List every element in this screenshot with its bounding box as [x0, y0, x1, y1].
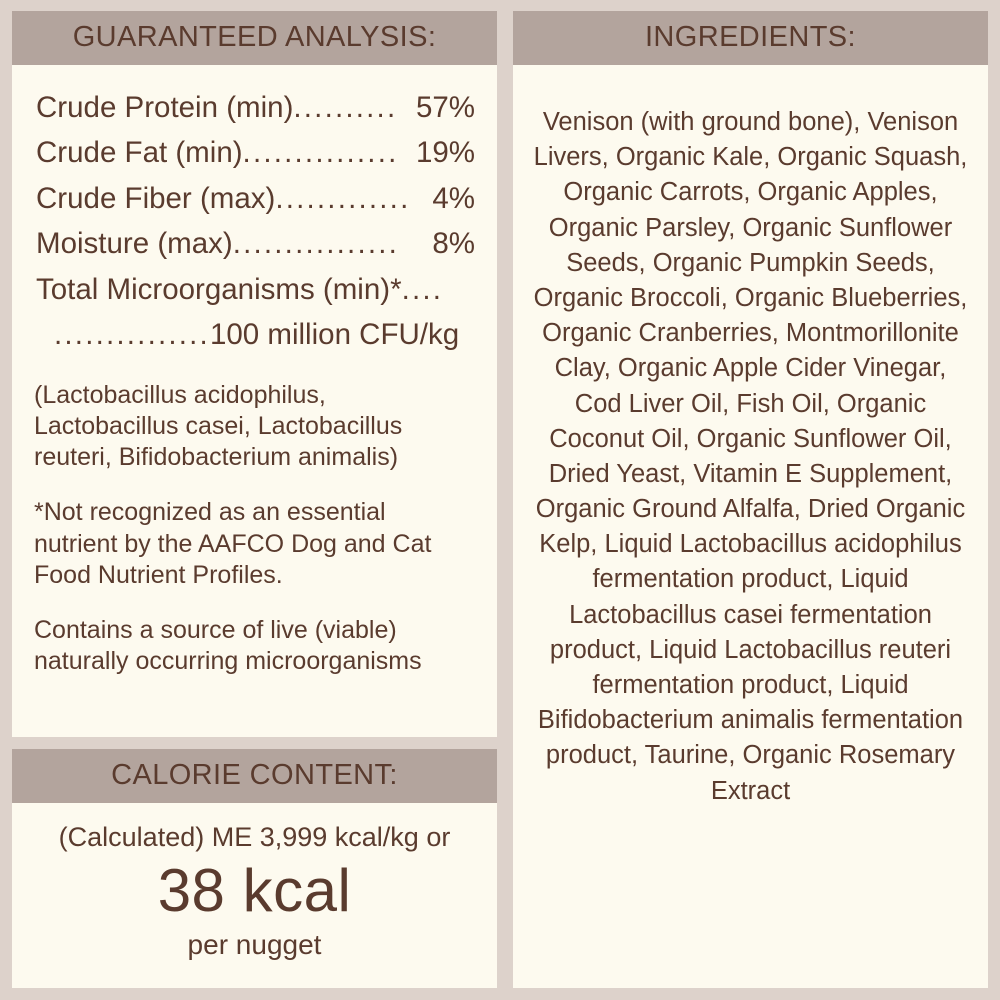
analysis-nutrient-name: Total Microorganisms (min)* — [36, 272, 402, 306]
analysis-value: 4% — [432, 181, 475, 215]
calorie-per-nugget-value: 38 kcal — [157, 856, 352, 924]
analysis-dot-leader: ................ — [232, 227, 400, 261]
analysis-value: 8% — [432, 227, 475, 261]
analysis-value: 100 million CFU/kg — [209, 318, 460, 352]
analysis-row-continuation: ............... 100 million CFU/kg — [36, 312, 475, 357]
calorie-me-line: (Calculated) ME 3,999 kcal/kg or — [58, 822, 451, 853]
calorie-content-body: (Calculated) ME 3,999 kcal/kg or 38 kcal… — [12, 803, 497, 988]
guaranteed-analysis-body: Crude Protein (min) .......... 57% Crude… — [12, 65, 497, 688]
analysis-nutrient-name: Crude Fiber (max) — [36, 181, 276, 215]
aafco-footnote: *Not recognized as an essential nutrient… — [34, 498, 432, 589]
guaranteed-analysis-header: GUARANTEED ANALYSIS: — [12, 11, 497, 65]
guaranteed-analysis-panel: GUARANTEED ANALYSIS: Crude Protein (min)… — [12, 11, 497, 738]
analysis-dot-leader: .......... — [293, 91, 398, 124]
calorie-content-header: CALORIE CONTENT: — [12, 749, 497, 804]
right-column: INGREDIENTS: Venison (with ground bone),… — [513, 11, 988, 988]
left-column: GUARANTEED ANALYSIS: Crude Protein (min)… — [12, 11, 497, 988]
analysis-nutrient-name: Moisture (max) — [36, 227, 233, 261]
cultures-note: (Lactobacillus acidophilus, Lactobacillu… — [34, 380, 403, 472]
live-microorganisms-note: Contains a source of live (viable) natur… — [34, 616, 422, 676]
ingredients-header: INGREDIENTS: — [513, 11, 988, 65]
analysis-row: Total Microorganisms (min)* .... — [36, 267, 475, 312]
analysis-dot-leader: ............. — [275, 181, 411, 215]
analysis-row: Crude Fat (min) ............... 19% — [36, 130, 475, 175]
analysis-nutrient-name: Crude Fat (min) — [36, 136, 243, 170]
ingredients-panel: INGREDIENTS: Venison (with ground bone),… — [513, 11, 988, 988]
ingredients-text: Venison (with ground bone), Venison Live… — [533, 108, 968, 805]
guaranteed-analysis-list: Crude Protein (min) .......... 57% Crude… — [34, 85, 475, 358]
analysis-row: Moisture (max) ................ 8% — [36, 221, 475, 266]
analysis-nutrient-name: Crude Protein (min) — [36, 91, 294, 124]
analysis-dot-leader: ............... — [242, 136, 399, 170]
analysis-value: 57% — [415, 91, 475, 124]
calorie-content-panel: CALORIE CONTENT: (Calculated) ME 3,999 k… — [12, 749, 497, 988]
analysis-dot-leader: ............... — [54, 318, 210, 352]
analysis-dot-leader: .... — [401, 272, 444, 306]
analysis-row: Crude Protein (min) .......... 57% — [36, 85, 475, 130]
analysis-value: 19% — [415, 136, 475, 170]
calorie-per-nugget-unit: per nugget — [187, 929, 322, 961]
analysis-row: Crude Fiber (max) ............. 4% — [36, 176, 475, 221]
